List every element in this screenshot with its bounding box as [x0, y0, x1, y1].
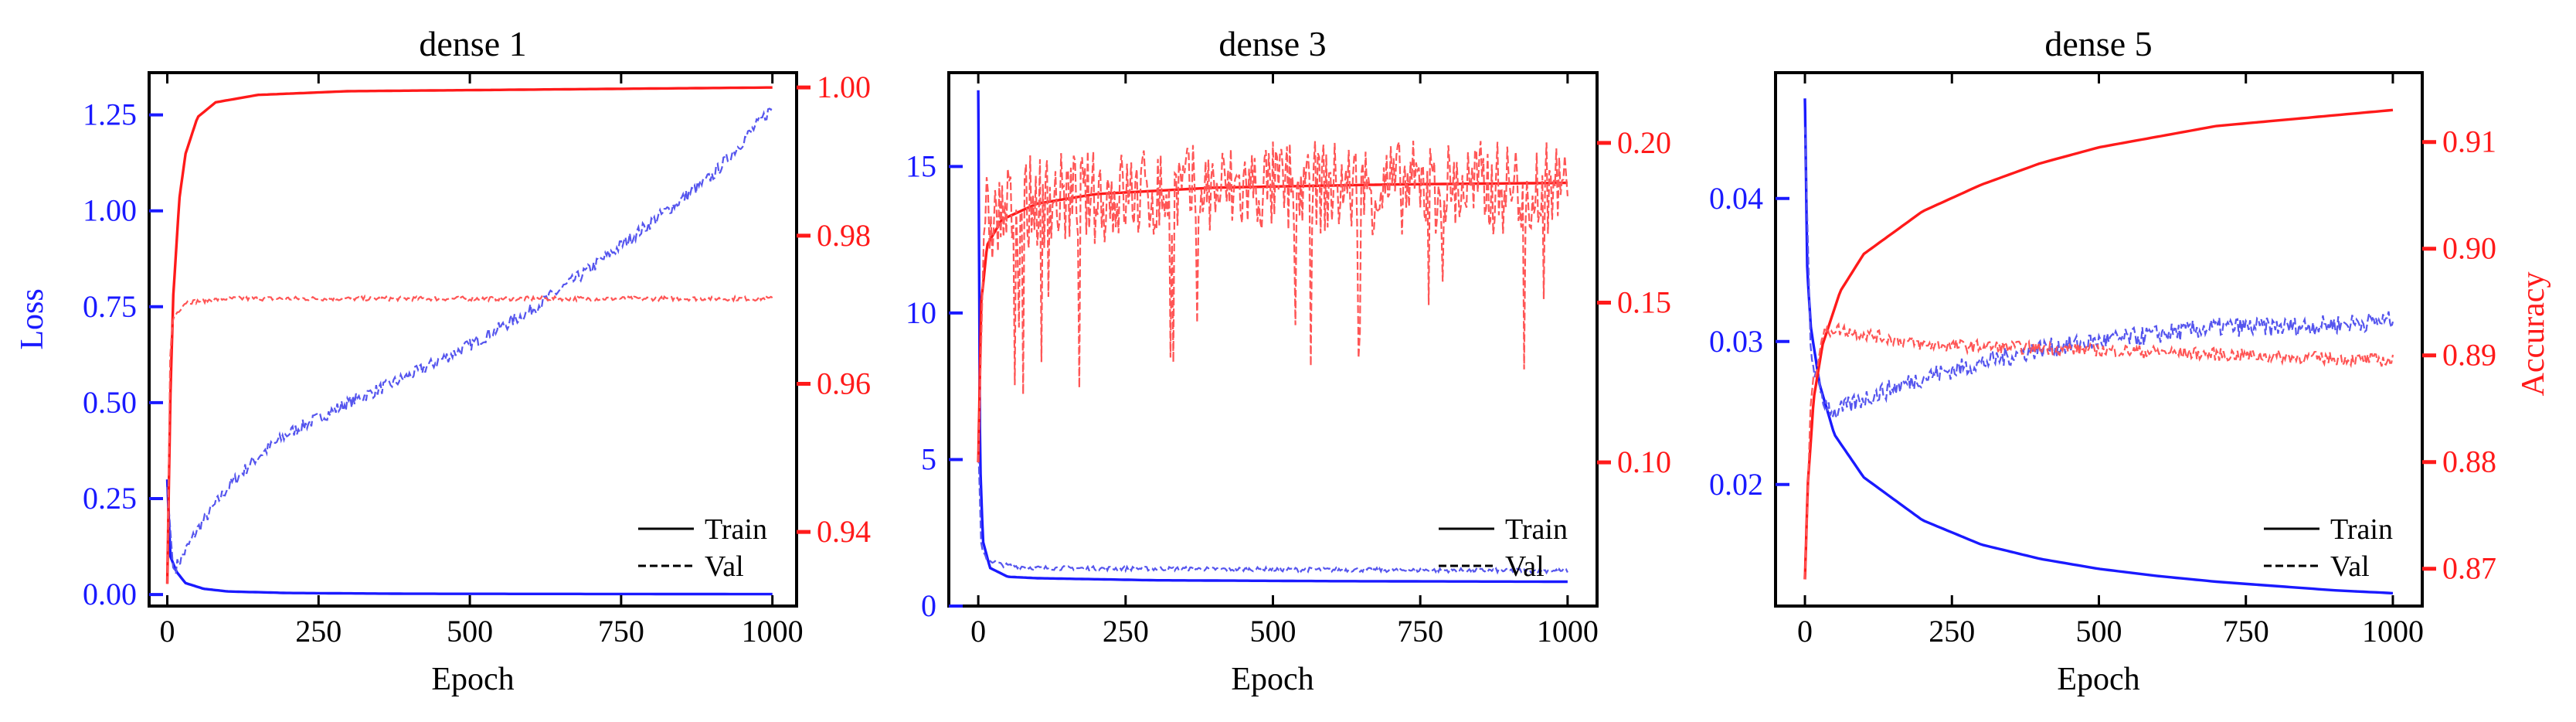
- x-tick-label: 500: [1250, 614, 1296, 649]
- legend-label: Val: [2330, 550, 2370, 583]
- right-axis-label: Accuracy: [2516, 272, 2551, 397]
- series-line-loss-train: [977, 90, 1568, 584]
- x-tick-label: 0: [1797, 614, 1813, 649]
- right-tick-label: 0.88: [2442, 444, 2496, 479]
- x-tick-label: 500: [2076, 614, 2122, 649]
- left-tick-label: 15: [906, 148, 936, 183]
- left-tick-label: 1.00: [83, 193, 137, 228]
- series-line-loss-train: [1803, 98, 2394, 595]
- x-tick-label: 750: [1397, 614, 1443, 649]
- x-tick-label: 250: [295, 614, 342, 649]
- series-line-loss-val: [1803, 127, 2394, 421]
- right-tick-label: 0.90: [2442, 231, 2496, 266]
- right-tick-label: 0.91: [2442, 124, 2496, 159]
- left-tick-label: 0.50: [83, 385, 137, 420]
- chart-dense-1: dense 1 Epoch Loss 0 250 500 750 1000 0.00 0.2…: [15, 24, 871, 697]
- right-tick-label: 1.00: [817, 70, 871, 104]
- x-axis-label: Epoch: [431, 662, 514, 697]
- x-tick-label: 750: [2223, 614, 2269, 649]
- left-tick-label: 0.25: [83, 481, 137, 516]
- series-line-loss-val: [166, 106, 773, 574]
- legend-label: Val: [1505, 550, 1545, 583]
- x-tick-label: 250: [1103, 614, 1149, 649]
- left-tick-label: 0: [921, 588, 936, 623]
- right-tick-label: 0.15: [1617, 284, 1671, 319]
- left-tick-label: 0.00: [83, 577, 137, 611]
- right-tick-label: 0.96: [817, 366, 871, 401]
- x-tick-label: 750: [598, 614, 644, 649]
- plot-frame: [148, 71, 798, 608]
- legend-label: Train: [1505, 513, 1568, 546]
- x-tick-label: 0: [159, 614, 175, 649]
- series-line-accuracy-train: [165, 86, 773, 584]
- right-tick-label: 0.98: [817, 218, 871, 253]
- left-tick-label: 0.75: [83, 289, 137, 324]
- x-axis-label: Epoch: [2057, 662, 2139, 697]
- x-tick-label: 1000: [1537, 614, 1599, 649]
- right-tick-label: 0.89: [2442, 338, 2496, 373]
- x-tick-label: 1000: [742, 614, 804, 649]
- left-tick-label: 1.25: [83, 97, 137, 132]
- right-tick-label: 0.87: [2442, 551, 2496, 586]
- chart-title: dense 3: [1218, 24, 1326, 63]
- left-tick-label: 5: [921, 441, 936, 476]
- series-line-accuracy-val: [166, 294, 773, 584]
- x-tick-label: 1000: [2362, 614, 2424, 649]
- series-line-accuracy-val: [977, 141, 1568, 463]
- left-tick-label: 0.02: [1709, 467, 1763, 502]
- series-line-accuracy-val: [1803, 322, 2394, 580]
- series-line-accuracy-train: [977, 181, 1568, 463]
- left-tick-label: 10: [906, 295, 936, 330]
- legend-label: Train: [705, 513, 767, 546]
- chart-dense-5: dense 5 Epoch Accuracy 0 250 500 750 1000 0.0…: [1709, 24, 2551, 697]
- chart-dense-3: dense 3 Epoch 0 250 500 750 1000 0 5 10 15 0.10 0.…: [906, 24, 1671, 697]
- x-tick-label: 0: [970, 614, 986, 649]
- legend-label: Val: [705, 550, 744, 583]
- x-axis-label: Epoch: [1231, 662, 1313, 697]
- left-tick-label: 0.03: [1709, 324, 1763, 359]
- left-axis-label: Loss: [15, 288, 50, 349]
- right-tick-label: 0.10: [1617, 444, 1671, 479]
- series-line-loss-train: [165, 479, 773, 596]
- x-tick-label: 500: [447, 614, 493, 649]
- legend-label: Train: [2330, 513, 2393, 546]
- left-tick-label: 0.04: [1709, 181, 1763, 216]
- right-tick-label: 0.20: [1617, 125, 1671, 160]
- chart-title: dense 5: [2044, 24, 2152, 63]
- series-line-loss-val: [977, 444, 1568, 575]
- right-tick-label: 0.94: [817, 514, 871, 549]
- series-line-accuracy-train: [1803, 108, 2394, 580]
- chart-title: dense 1: [419, 24, 526, 63]
- x-tick-label: 250: [1929, 614, 1975, 649]
